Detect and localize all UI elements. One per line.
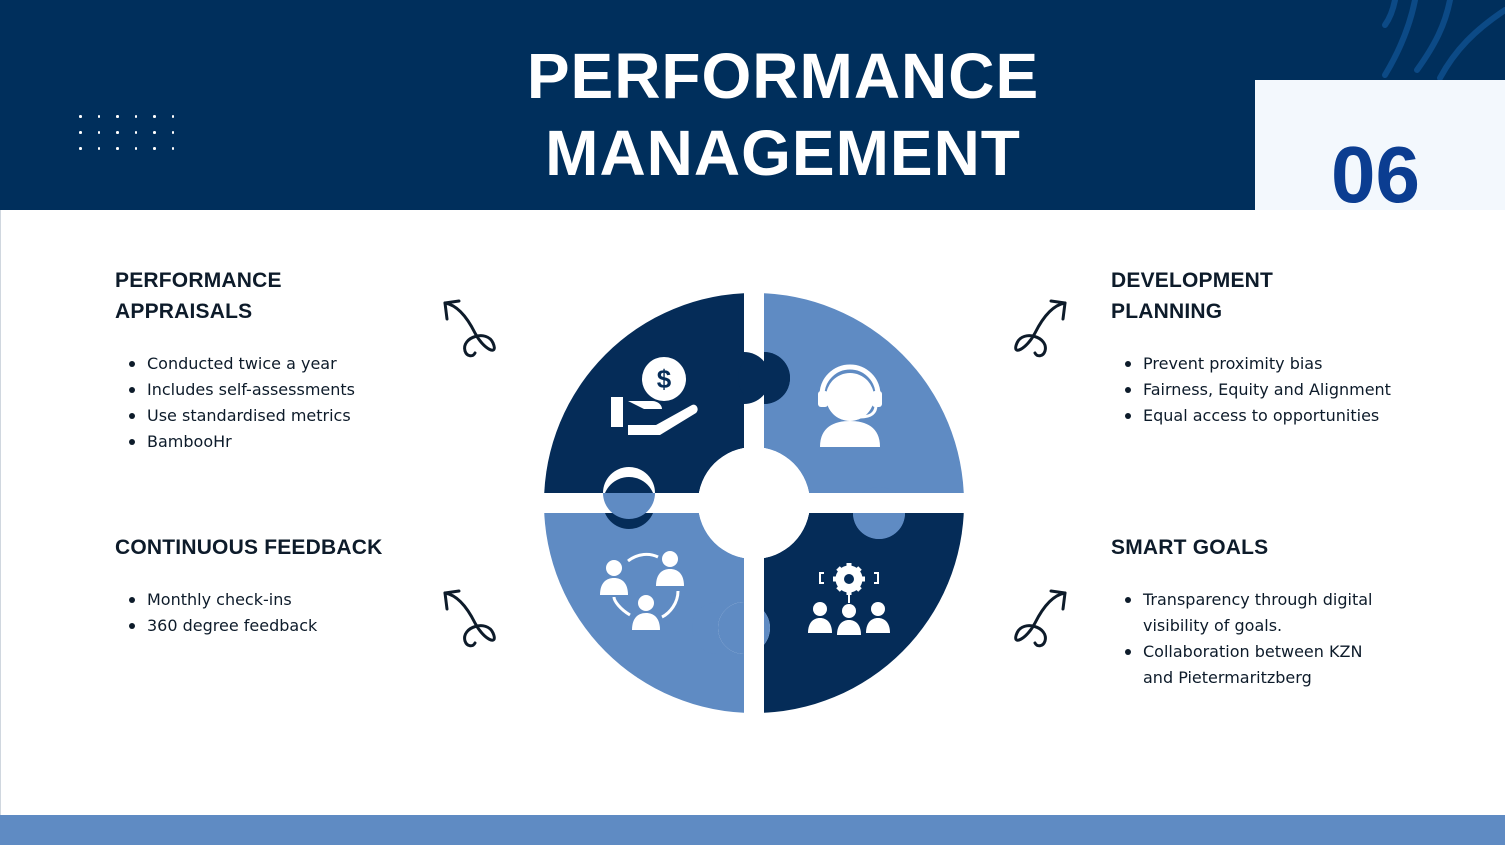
puzzle-knob-half <box>692 602 718 654</box>
dot-grid-decoration <box>79 115 174 150</box>
section-title: SMART GOALS <box>1111 536 1269 559</box>
section-title: CONTINUOUS FEEDBACK <box>115 536 383 559</box>
bullet-list: Prevent proximity bias Fairness, Equity … <box>1111 351 1441 429</box>
list-item-line: and Pietermaritzberg <box>1143 668 1312 687</box>
section-smart-goals: SMART GOALS Transparency through digital… <box>1111 532 1441 691</box>
section-performance-appraisals: PERFORMANCE APPRAISALS Conducted twice a… <box>115 265 445 455</box>
curly-arrow-icon <box>1014 299 1067 358</box>
puzzle-center <box>698 447 810 559</box>
section-number-box <box>1255 80 1505 210</box>
gear-team-icon <box>808 563 890 635</box>
title-line-2: MANAGEMENT <box>545 117 1021 189</box>
puzzle-knob-half <box>744 352 770 404</box>
section-continuous-feedback: CONTINUOUS FEEDBACK Monthly check-ins 36… <box>115 532 445 639</box>
leaf-decoration <box>1382 0 1505 80</box>
puzzle-piece-bottom-right <box>754 503 964 713</box>
list-item-line: Collaboration between KZN <box>1143 642 1363 661</box>
list-item: Conducted twice a year <box>115 351 445 377</box>
puzzle-knob-half <box>853 513 905 539</box>
list-item-line: visibility of goals. <box>1143 616 1283 635</box>
section-title: DEVELOPMENT PLANNING <box>1111 265 1441 327</box>
section-title: PERFORMANCE APPRAISALS <box>115 265 445 327</box>
section-title-line-1: DEVELOPMENT <box>1111 269 1274 292</box>
curly-arrow-icon <box>443 299 496 358</box>
dollar-sign: $ <box>657 364 672 394</box>
section-number: 06 <box>1331 130 1420 219</box>
section-title-line-2: APPRAISALS <box>115 300 253 323</box>
bullet-list: Conducted twice a year Includes self-ass… <box>115 351 445 455</box>
dollar-hand-icon: $ <box>611 357 698 435</box>
left-border-line <box>0 210 1 815</box>
puzzle-gap <box>744 559 764 713</box>
section-title-line-2: PLANNING <box>1111 300 1223 323</box>
puzzle-cycle-diagram: $ <box>544 293 964 713</box>
section-title-line-1: PERFORMANCE <box>115 269 282 292</box>
bullet-list: Monthly check-ins 360 degree feedback <box>115 587 445 639</box>
page-title: PERFORMANCE MANAGEMENT <box>0 38 1505 192</box>
list-item: Use standardised metrics <box>115 403 445 429</box>
list-item: Monthly check-ins <box>115 587 445 613</box>
section-development-planning: DEVELOPMENT PLANNING Prevent proximity b… <box>1111 265 1441 429</box>
list-item: BambooHr <box>115 429 445 455</box>
list-item: Prevent proximity bias <box>1111 351 1441 377</box>
list-item-line: Transparency through digital <box>1143 590 1373 609</box>
list-item: 360 degree feedback <box>115 613 445 639</box>
list-item: Transparency through digital visibility … <box>1111 587 1441 639</box>
header-bar: PERFORMANCE MANAGEMENT <box>0 0 1505 210</box>
team-cycle-icon <box>600 551 684 630</box>
list-item: Equal access to opportunities <box>1111 403 1441 429</box>
puzzle-knob-half <box>764 352 790 404</box>
puzzle-piece-top-left <box>544 293 754 503</box>
footer-bar <box>0 815 1505 845</box>
section-number-wrap: 06 <box>1255 0 1505 219</box>
title-line-1: PERFORMANCE <box>526 40 1040 112</box>
headset-agent-icon <box>818 364 882 447</box>
bullet-list: Transparency through digital visibility … <box>1111 587 1441 691</box>
puzzle-gap <box>764 493 964 513</box>
curly-arrow-icon <box>443 589 496 648</box>
puzzle-knob-half <box>603 493 655 519</box>
list-item: Includes self-assessments <box>115 377 445 403</box>
curly-arrow-icon <box>1014 589 1067 648</box>
list-item: Fairness, Equity and Alignment <box>1111 377 1441 403</box>
list-item: Collaboration between KZN and Pietermari… <box>1111 639 1441 691</box>
